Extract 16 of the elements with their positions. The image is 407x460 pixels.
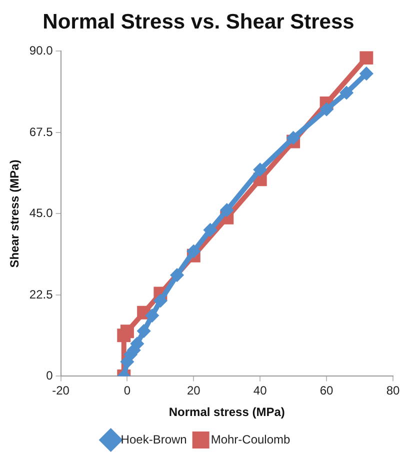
- y-tick-label: 22.5: [29, 287, 54, 302]
- y-axis-title: Shear stress (MPa): [8, 160, 22, 268]
- y-tick-label: 67.5: [29, 124, 54, 139]
- x-tick-label: 60: [320, 384, 334, 398]
- y-tick-label: 90.0: [29, 44, 54, 58]
- y-tick-label: 0: [46, 368, 54, 383]
- y-tick-label: 45.0: [29, 206, 54, 220]
- chart-title: Normal Stress vs. Shear Stress: [42, 10, 354, 34]
- x-tick-label: 80: [386, 384, 400, 398]
- x-tick-label: -20: [52, 384, 70, 398]
- x-axis-title: Normal stress (MPa): [168, 405, 285, 420]
- x-tick-label: 0: [124, 384, 131, 398]
- legend-label: Hoek-Brown: [120, 432, 187, 446]
- x-tick-label: 40: [253, 384, 268, 398]
- legend-label: Mohr-Coulomb: [210, 432, 291, 446]
- x-tick-label: 20: [186, 384, 201, 398]
